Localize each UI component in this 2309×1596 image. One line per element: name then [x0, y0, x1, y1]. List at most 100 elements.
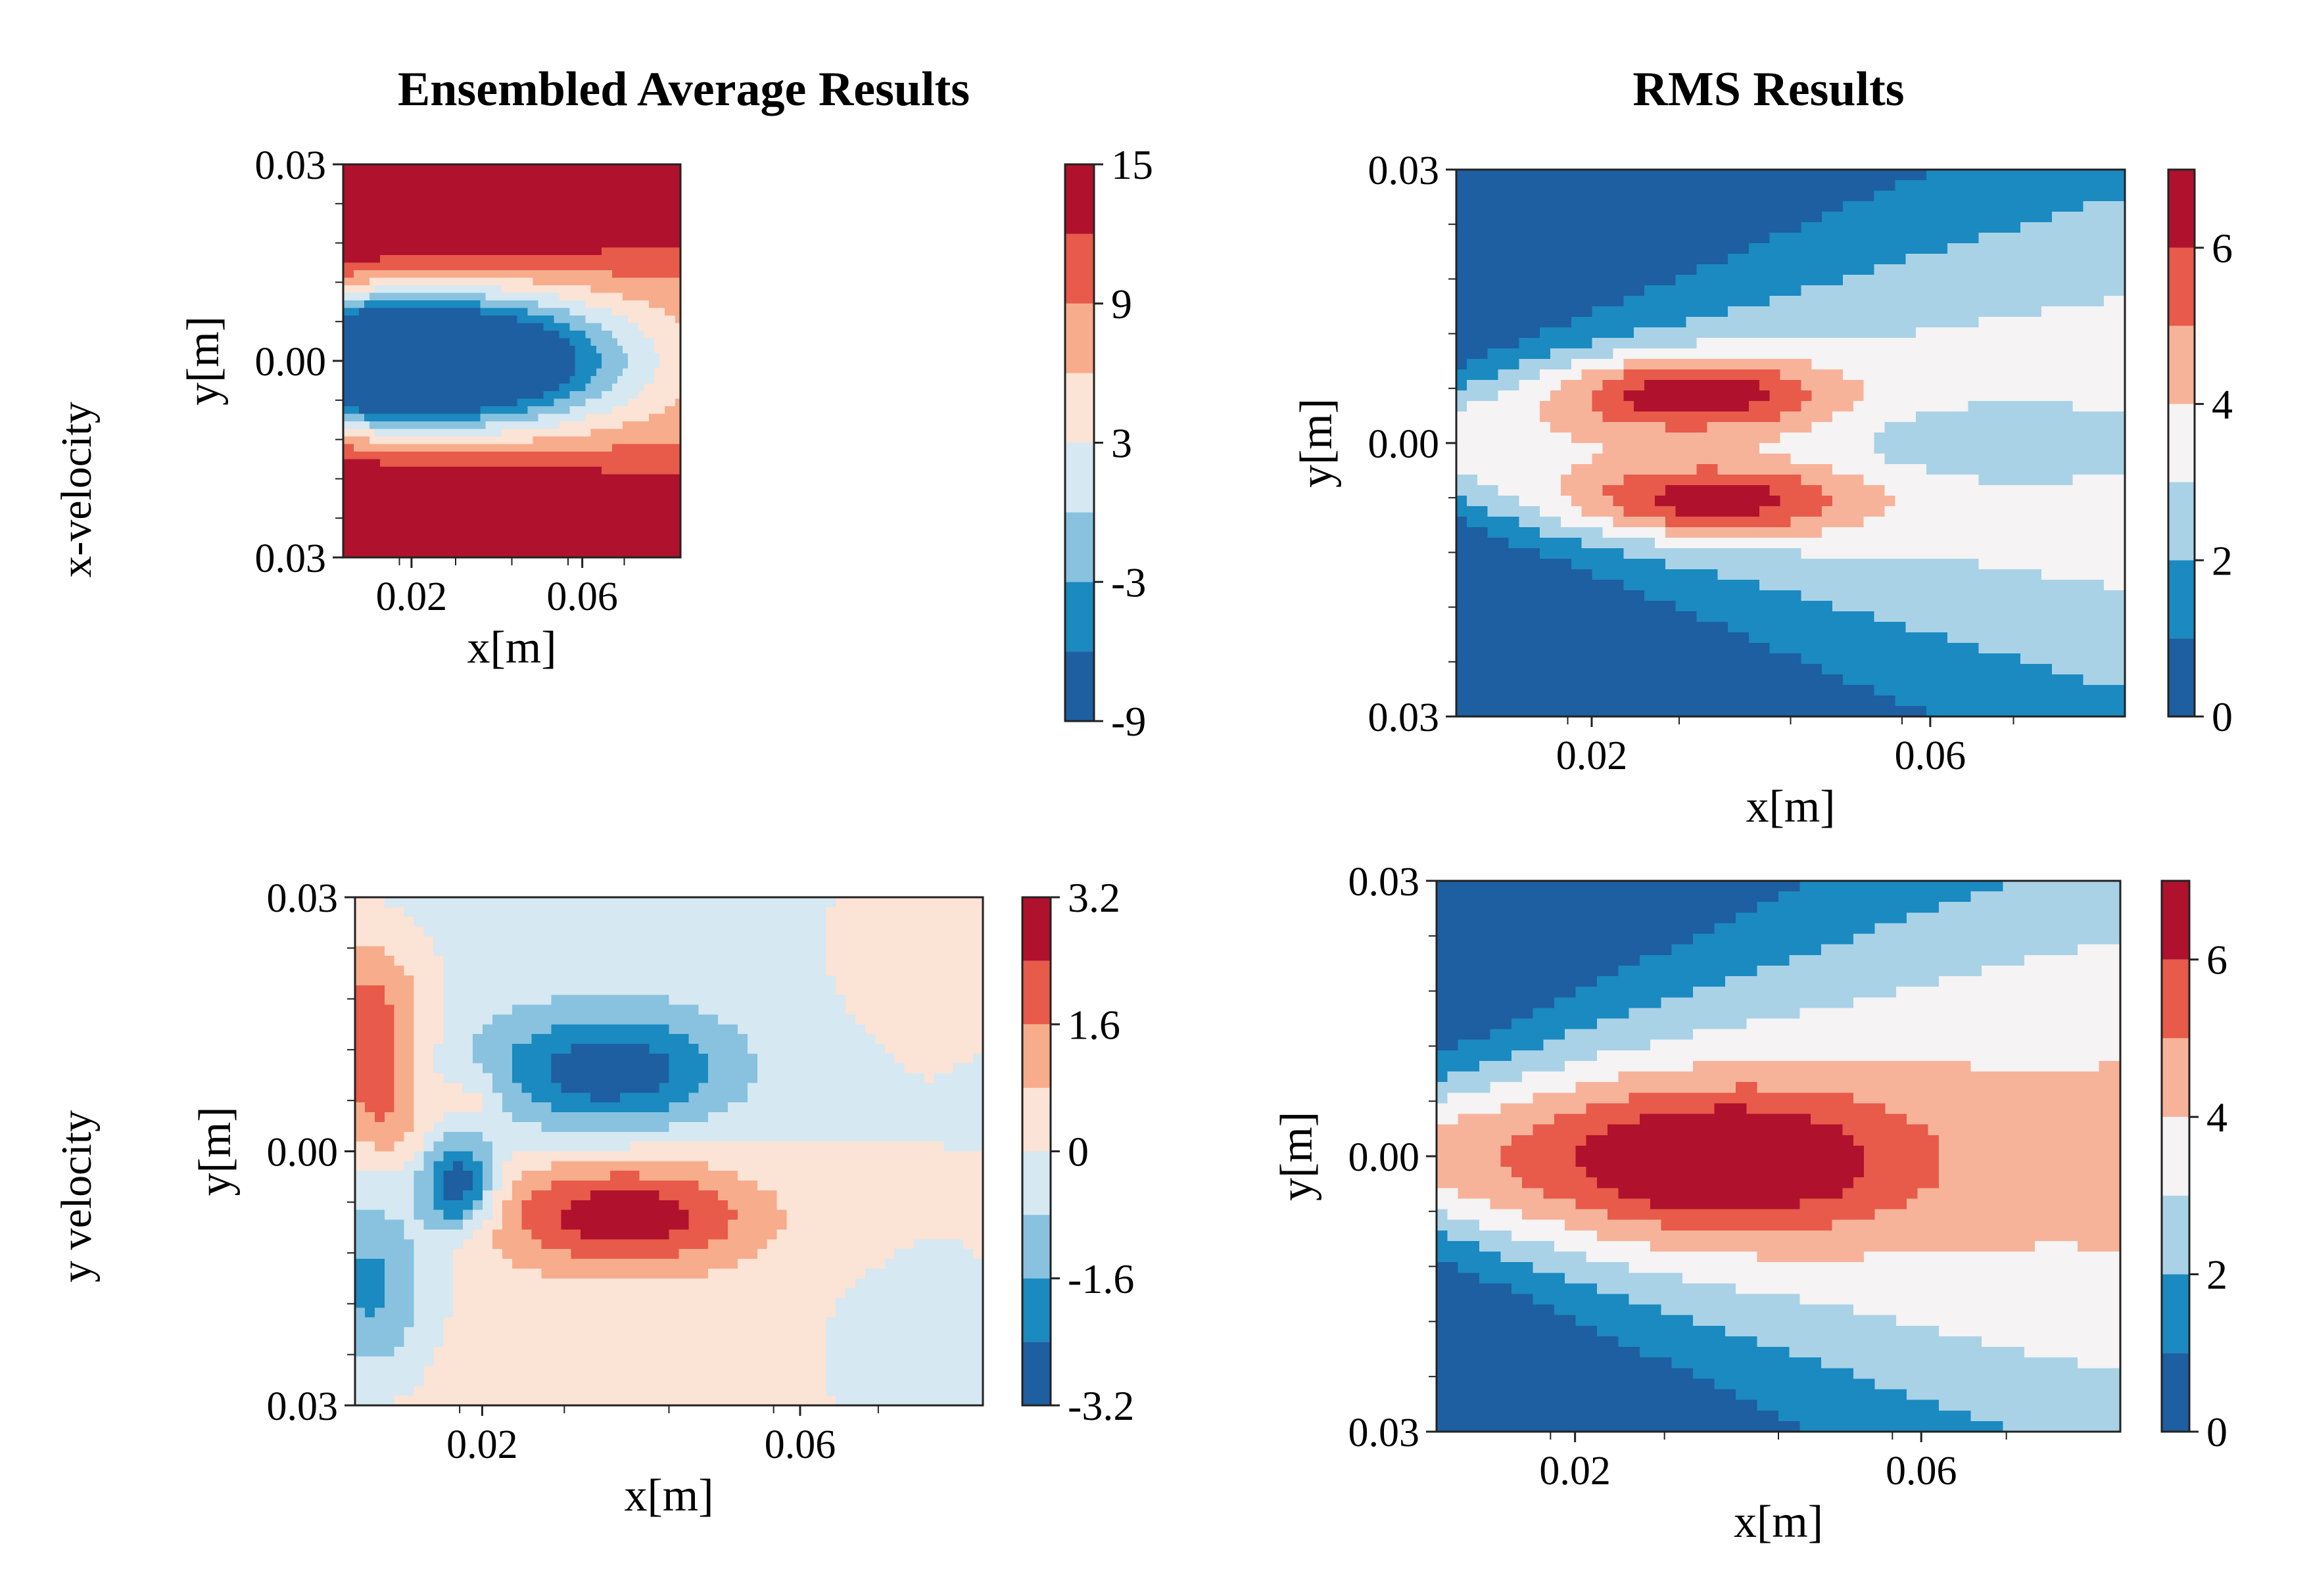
yvel-mean-contour-cell [590, 1190, 660, 1201]
yvel-mean-contour-cell [659, 1083, 699, 1093]
yvel-rms-contour-cell [1789, 1347, 2025, 1358]
xvel-rms-contour-cell [1696, 264, 1875, 275]
yvel-mean-contour-cell [836, 1307, 984, 1318]
xvel-rms-contour-cell [1801, 380, 1865, 391]
xvel-mean-contour-cell [354, 270, 613, 279]
xvel-mean-contour-cell [627, 353, 660, 362]
xvel-mean-contour-cell [601, 391, 639, 400]
xvel-mean-contour-cell [480, 300, 539, 309]
xvel-rms-colorbar: 6 4 2 0 [2167, 168, 2233, 740]
yvel-mean-contour-cell [355, 926, 425, 937]
yvel-mean-contour-cell [404, 1336, 444, 1348]
yvel-mean-contour-cell [433, 1190, 444, 1201]
yvel-mean-contour-cell [414, 1102, 483, 1113]
yvel-mean-contour-cell [355, 1356, 434, 1367]
yvel-mean-contour-cell [708, 1063, 758, 1074]
xvel-mean-contour-cell [538, 413, 586, 422]
yvel-mean-contour-cell [394, 1004, 415, 1015]
yvel-mean-contour-cell [433, 1043, 473, 1054]
yvel-rms-contour-cell [1575, 1315, 1694, 1326]
xvel-mean-contour-cell [554, 398, 586, 407]
xvel-mean-contour-cell [517, 316, 555, 324]
yvel-mean-contour-cell [698, 1043, 748, 1054]
xvel-rms-contour-cell [1456, 285, 1645, 296]
yvel-rms-contour-cell [1437, 944, 1673, 956]
yvel-rms-contour-cell [1596, 1177, 1854, 1188]
yvel-mean-contour-cell [355, 1043, 395, 1054]
xvel-rms-contour-cell [1571, 559, 1666, 570]
xvel-rms-contour-cell [1801, 590, 2126, 601]
yvel-mean-contour-cell [355, 975, 415, 986]
xvel-rms-contour-cell [1884, 422, 2126, 433]
yvel-mean-contour-cell [669, 1073, 709, 1084]
xvel-rms-contour-cell [1790, 454, 1886, 465]
yvel-mean-contour-cell [443, 1327, 826, 1338]
xvel-mean-contour-cell [343, 255, 381, 264]
xvel-rms-contour-cell [2083, 201, 2126, 212]
yvel-mean-contour-cell [826, 926, 984, 937]
yvel-mean-contour-cell [482, 1161, 493, 1171]
xvel-rms-contour-cell [1613, 496, 1655, 507]
xvel-rms-colorbar-tick-label: 6 [2212, 225, 2233, 271]
yvel-rms-contour-cell [1853, 1135, 1940, 1146]
yvel-mean-contour-cell [963, 1239, 984, 1250]
xvel-rms-contour-cell [1801, 401, 1854, 412]
yvel-rms-contour-cell [2024, 1347, 2121, 1358]
yvel-mean-contour-cell [355, 966, 405, 976]
yvel-mean-contour-cell [737, 1024, 866, 1035]
xvel-mean-contour-cell [343, 467, 602, 475]
xvel-rms-colorbar-band [2168, 638, 2195, 716]
yvel-mean-contour-cell [374, 1307, 415, 1318]
xvel-rms-contour-cell [1456, 380, 1467, 391]
yvel-mean-contour-cell [394, 956, 444, 966]
xvel-rms-contour-cell [1748, 401, 1801, 412]
xvel-rms-contour-cell [1456, 569, 1593, 580]
yvel-rms-contour-cell [1437, 1050, 1512, 1062]
xvel-rms-contour-cell [1832, 496, 1895, 507]
xvel-rms-contour-cell [1456, 369, 1499, 381]
yvel-rms-contour-cell [1661, 1219, 1832, 1231]
yvel-rms-contour-cell [1447, 1071, 1523, 1083]
xvel-rms-contour-cell [1508, 538, 1583, 549]
xvel-mean-contour-cell [343, 519, 681, 528]
yvel-rms-contour-cell [1596, 1230, 2121, 1242]
xvel-mean-contour-cell [343, 262, 681, 271]
yvel-rms-x-axis-label: x[m] [1734, 1497, 1823, 1547]
yvel-rms-contour-cell [1757, 1399, 1940, 1411]
yvel-mean-contour-cell [492, 1229, 533, 1240]
yvel-rms-colorbar-band [2162, 881, 2189, 960]
yvel-mean-contour-cell [414, 1073, 444, 1084]
xvel-rms-colorbar-band [2168, 404, 2195, 482]
yvel-mean-contour-cell [609, 1171, 640, 1181]
yvel-mean-contour-cell [414, 1288, 454, 1299]
yvel-rms-contour-cell [1842, 1124, 1929, 1136]
yvel-rms-contour-cell [1565, 1029, 1694, 1041]
yvel-mean-contour-cell [414, 1024, 444, 1035]
xvel-rms-contour-cell [1675, 506, 1760, 517]
yvel-rms-contour-cell [1938, 1156, 2121, 1167]
yvel-mean-contour-cell [826, 906, 984, 918]
yvel-mean-colorbar-band [1022, 1278, 1051, 1342]
yvel-mean-contour-cell [826, 1386, 984, 1396]
yvel-rms-contour-cell [1821, 1357, 2078, 1369]
xvel-rms-contour-cell [1581, 369, 1624, 381]
xvel-mean-contour-cell [554, 316, 586, 324]
xvel-mean-contour-cell [659, 361, 681, 369]
xvel-rms-contour-cell [1456, 548, 1540, 559]
yvel-mean-contour-cell [404, 1219, 425, 1231]
xvel-rms-contour-cell [1456, 674, 1844, 686]
xvel-rms-contour-cell [1842, 201, 2084, 212]
yvel-mean-contour-cell [826, 916, 984, 927]
xvel-mean-contour-cell [559, 383, 586, 392]
yvel-rms-contour-cell [2078, 1240, 2121, 1252]
yvel-mean-contour-cell [355, 1259, 385, 1269]
yvel-rms-contour-cell [1736, 1082, 1758, 1093]
yvel-rms-contour-cell [1938, 976, 2121, 987]
yvel-mean-contour-cell [443, 1112, 513, 1123]
yvel-mean-contour-cell [884, 1259, 984, 1269]
yvel-mean-contour-cell [639, 1171, 738, 1181]
xvel-rms-y-tick-label: 0.03 [1368, 149, 1440, 193]
yvel-mean-contour-cell [355, 936, 434, 947]
xvel-mean-colorbar-band [1065, 442, 1094, 513]
xvel-rms-contour-cell [1456, 485, 1499, 496]
